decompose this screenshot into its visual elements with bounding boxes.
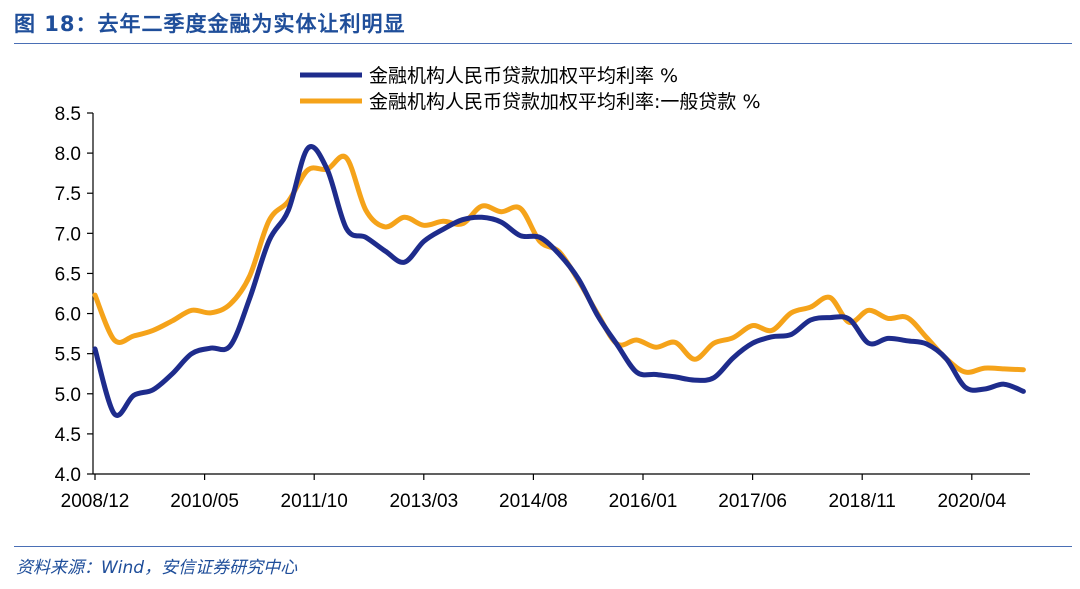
x-tick-label: 2013/03 <box>389 491 458 512</box>
x-tick-label: 2020/04 <box>937 491 1006 512</box>
y-tick-label: 4.5 <box>55 425 81 446</box>
chart-legend: 金融机构人民币贷款加权平均利率 % 金融机构人民币贷款加权平均利率:一般贷款 % <box>300 65 761 113</box>
y-tick-label: 7.5 <box>55 184 81 205</box>
chart-axes: 4.0 4.5 5.0 5.5 6.0 6.5 7.0 7.5 8.0 8.5 2008/12 201… <box>55 104 1030 512</box>
y-tick-label: 4.0 <box>55 465 81 486</box>
y-tick-label: 8.0 <box>55 144 81 165</box>
x-tick-label: 2017/06 <box>718 491 787 512</box>
title-divider <box>14 43 1072 44</box>
source-divider <box>14 546 1072 547</box>
x-tick-label: 2010/05 <box>170 491 239 512</box>
y-tick-label: 5.0 <box>55 385 81 406</box>
y-tick-label: 8.5 <box>55 104 81 125</box>
chart-series <box>92 144 1026 418</box>
series-line-weighted-rate <box>92 144 1026 418</box>
x-tick-label: 2018/11 <box>829 491 896 512</box>
legend-label: 金融机构人民币贷款加权平均利率:一般贷款 % <box>369 91 761 113</box>
y-tick-label: 6.5 <box>55 264 81 285</box>
line-chart: 金融机构人民币贷款加权平均利率 %金融机构人民币贷款加权平均利率:一般贷款 % … <box>55 65 1030 512</box>
x-tick-label: 2008/12 <box>61 491 130 512</box>
y-tick-label: 5.5 <box>55 345 81 366</box>
y-tick-label: 6.0 <box>55 305 81 326</box>
x-tick-label: 2011/10 <box>281 491 348 512</box>
x-tick-label: 2014/08 <box>499 491 568 512</box>
y-tick-label: 7.0 <box>55 224 81 245</box>
legend-label: 金融机构人民币贷款加权平均利率 % <box>369 65 678 87</box>
figure-title: 图 18：去年二季度金融为实体让利明显 <box>14 12 406 36</box>
x-tick-label: 2016/01 <box>609 491 678 512</box>
source-note: 资料来源：Wind，安信证券研究中心 <box>16 558 298 578</box>
